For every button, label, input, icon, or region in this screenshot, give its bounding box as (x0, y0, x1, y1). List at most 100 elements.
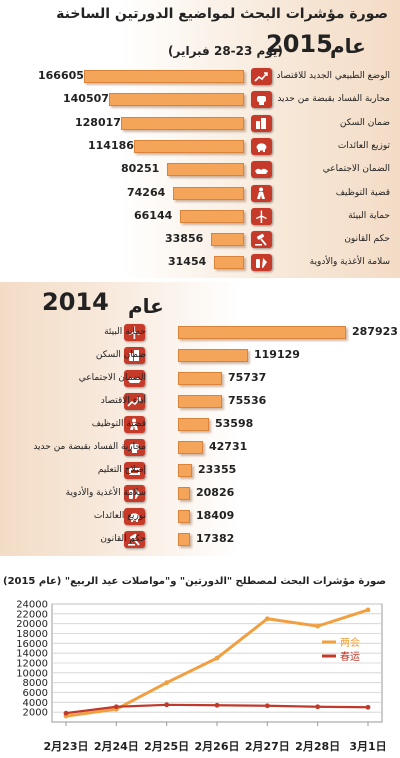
bar (178, 326, 346, 339)
bar-value-label: 114186 (88, 138, 134, 152)
education-icon (124, 462, 145, 479)
bar-value-label: 66144 (134, 208, 173, 222)
data-point (63, 710, 69, 716)
gavel-icon (124, 531, 145, 548)
year-label-prefix: عام (330, 34, 366, 58)
category-label: توزيع العائدات (93, 511, 146, 521)
bar-value-label: 33856 (165, 232, 204, 246)
category-label: سلامة الأغذية والأدوية (309, 257, 390, 268)
bar (178, 441, 203, 454)
line-chart-title: صورة مؤشرات البحث لمصطلح "الدورتين" و"مو… (2, 576, 386, 587)
bar-value-label: 74264 (127, 185, 166, 199)
piggy-bank-icon (251, 137, 272, 155)
category-label: أداء الاقتصاد (100, 396, 146, 406)
legend-label: 春运 (340, 651, 360, 663)
y-tick-label: 22000 (16, 609, 48, 620)
food-drug-icon (124, 485, 145, 502)
bar (121, 116, 244, 130)
x-tick-label: 2月23日 (44, 740, 89, 753)
bar (211, 233, 244, 247)
bar-value-label: 80251 (121, 162, 160, 176)
category-label: ضمان السكن (339, 117, 390, 128)
y-tick-label: 20000 (16, 619, 48, 630)
line-chart-panel: صورة مؤشرات البحث لمصطلح "الدورتين" و"مو… (0, 560, 400, 758)
category-label: توزيع العائدات (337, 140, 390, 151)
y-tick-label: 2000 (23, 708, 48, 719)
category-label: إصلاح التعليم (97, 465, 146, 475)
bar-value-label: 75536 (228, 394, 267, 407)
bar-value-label: 23355 (198, 463, 237, 476)
bar-value-label: 17382 (196, 532, 235, 545)
bar (84, 70, 244, 83)
hands-icon (124, 370, 145, 387)
hands-icon (251, 161, 272, 179)
bar-value-label: 119129 (254, 348, 300, 361)
bar (180, 209, 244, 223)
gavel-icon (251, 231, 272, 249)
bar (214, 256, 244, 270)
x-tick-label: 2月27日 (245, 740, 290, 753)
bar (178, 533, 190, 546)
buildings-icon (251, 114, 272, 132)
category-label: قضية التوظيف (91, 419, 146, 429)
bar-value-label: 166605 (38, 69, 84, 82)
food-drug-icon (251, 254, 272, 272)
bar-value-label: 75737 (228, 371, 267, 384)
category-label: حكم القانون (100, 534, 146, 544)
windmill-icon (251, 207, 272, 225)
x-tick-label: 3月1日 (349, 740, 386, 753)
bar (173, 186, 244, 200)
x-tick-label: 2月28日 (295, 740, 340, 753)
x-tick-label: 2月26日 (195, 740, 240, 753)
y-tick-label: 24000 (16, 600, 48, 611)
data-point (164, 702, 170, 708)
bar (178, 395, 222, 408)
data-point (365, 704, 371, 710)
bar (178, 487, 190, 500)
y-tick-label: 18000 (16, 629, 48, 640)
year-label: 2015 (266, 30, 333, 58)
category-label: الضمان الاجتماعي (78, 373, 146, 383)
category-label: محاربة الفساد بقبضة من حديد (33, 442, 146, 452)
piggy-bank-icon (124, 508, 145, 525)
line-chart: 2000400060008000100001200014000160001800… (16, 600, 386, 754)
bar-value-label: 287923 (352, 325, 398, 338)
data-point (164, 680, 170, 686)
worker-icon (251, 184, 272, 202)
data-point (365, 607, 371, 613)
year-label-prefix: عام (128, 294, 164, 318)
category-label: قضية التوظيف (335, 187, 390, 198)
data-point (264, 703, 270, 709)
data-point (264, 616, 270, 622)
bar-value-label: 20826 (196, 486, 235, 499)
bar (109, 93, 244, 107)
data-point (113, 704, 119, 710)
chart-subtitle: (يوم 23-28 فبراير) (168, 44, 283, 58)
buildings-icon (124, 347, 145, 364)
bar-value-label: 128017 (75, 115, 121, 129)
bar-value-label: 140507 (63, 92, 109, 106)
x-tick-label: 2月25日 (144, 740, 189, 753)
data-point (315, 623, 321, 629)
category-label: حماية البيئة (348, 210, 390, 221)
y-tick-label: 16000 (16, 639, 48, 650)
bar-value-label: 18409 (196, 509, 235, 522)
bar (178, 418, 209, 431)
bar (178, 372, 222, 385)
y-tick-label: 12000 (16, 659, 48, 670)
chart-up-icon (251, 68, 272, 85)
bar-value-label: 31454 (168, 255, 207, 269)
bar (178, 349, 248, 362)
windmill-icon (124, 324, 145, 341)
bar-value-label: 42731 (209, 440, 248, 453)
bar-value-label: 53598 (215, 417, 254, 430)
category-label: الوضع الطبيعي الجديد للاقتصاد (276, 71, 391, 81)
category-label: الضمان الاجتماعي (322, 164, 390, 175)
bar (134, 139, 244, 153)
category-label: محاربة الفساد بقبضة من حديد (277, 94, 390, 105)
category-label: حكم القانون (344, 234, 390, 245)
chart-2014-panel: 2014 عام 287923 حماية البيئة 119129 ضمان ال… (0, 282, 400, 556)
data-point (315, 704, 321, 710)
chart-2015-panel: صورة مؤشرات البحث لمواضيع الدورتين الساخ… (0, 0, 400, 278)
year-label: 2014 (42, 288, 109, 316)
